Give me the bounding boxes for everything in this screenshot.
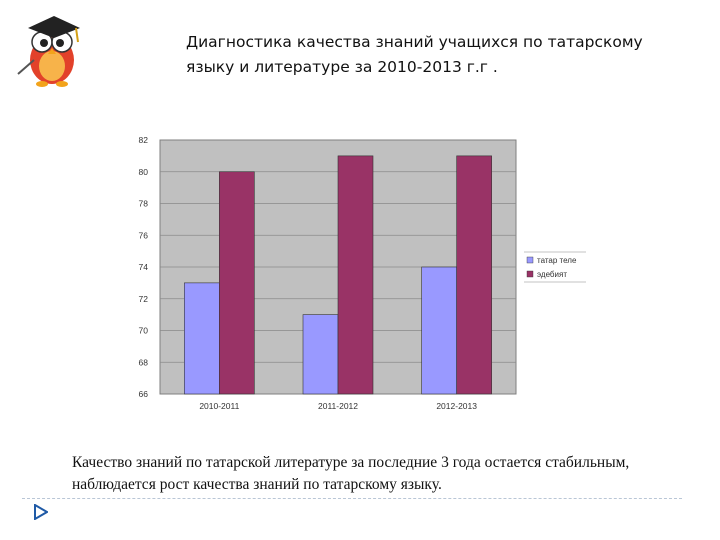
legend-label: татар теле — [537, 256, 577, 265]
y-tick-label: 70 — [139, 326, 149, 336]
y-tick-label: 68 — [139, 357, 149, 367]
legend-swatch — [526, 270, 534, 278]
x-tick-label: 2010-2011 — [199, 401, 239, 411]
y-tick-label: 82 — [139, 135, 149, 145]
arrow-bullet-icon — [34, 504, 48, 520]
bar-tatar-tele — [302, 314, 339, 395]
owl-logo-icon — [17, 16, 80, 87]
y-tick-label: 66 — [139, 389, 149, 399]
bar-edebiyat — [456, 155, 492, 395]
legend: татар теле эдебият — [524, 251, 586, 283]
bar-edebiyat — [219, 171, 255, 395]
x-tick-label: 2012-2013 — [436, 401, 477, 411]
x-axis-ticks: 2010-2011 2011-2012 2012-2013 — [199, 401, 477, 411]
y-tick-label: 72 — [139, 294, 149, 304]
divider-line — [22, 498, 682, 499]
bar-edebiyat — [337, 155, 374, 395]
bar-tatar-tele — [421, 266, 457, 395]
legend-swatch — [526, 256, 534, 264]
y-tick-label: 74 — [139, 262, 149, 272]
y-tick-label: 78 — [139, 199, 149, 209]
slide-title: Диагностика качества знаний учащихся по … — [186, 33, 643, 76]
x-tick-label: 2011-2012 — [318, 401, 358, 411]
bars — [184, 155, 492, 395]
y-tick-label: 76 — [139, 230, 149, 240]
legend-label: эдебият — [537, 270, 567, 279]
bar-tatar-tele — [184, 282, 220, 395]
y-axis-ticks: 66 68 70 72 74 76 78 80 82 — [139, 135, 149, 399]
y-tick-label: 80 — [139, 167, 149, 177]
slide-caption: Качество знаний по татарской литературе … — [72, 454, 630, 493]
